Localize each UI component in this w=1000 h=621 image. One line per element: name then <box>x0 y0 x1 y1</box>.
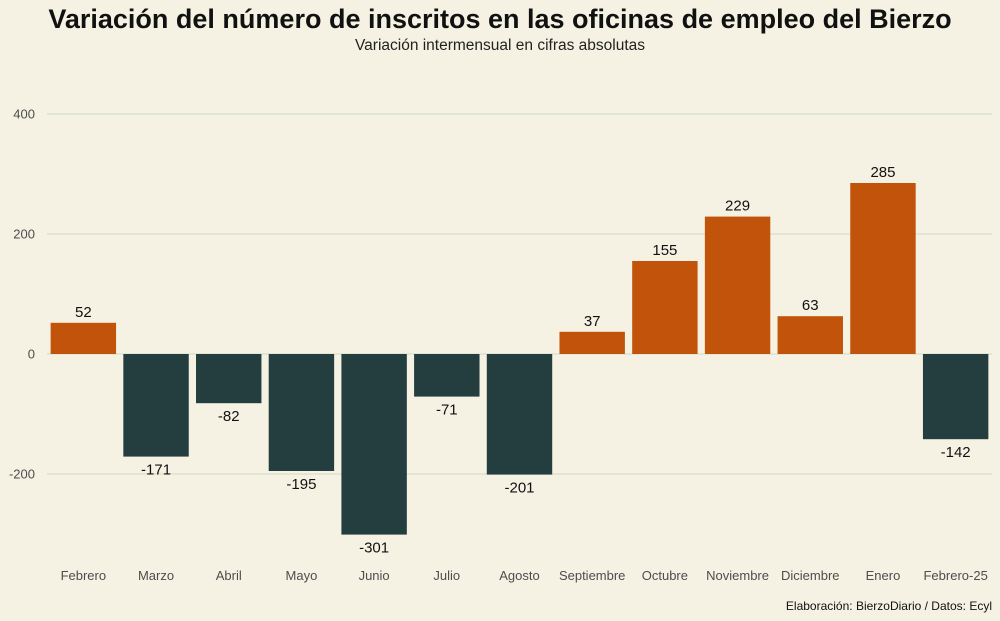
data-label: -82 <box>218 408 240 425</box>
x-tick-label: Diciembre <box>781 568 840 583</box>
data-label: -201 <box>504 480 534 497</box>
y-tick-label: 200 <box>13 227 35 242</box>
data-label: 52 <box>75 304 92 321</box>
x-tick-label: Febrero <box>61 568 107 583</box>
data-label: -71 <box>436 402 458 419</box>
bar <box>922 354 989 440</box>
data-label: 285 <box>870 164 895 181</box>
x-tick-label: Abril <box>216 568 242 583</box>
y-tick-label: 400 <box>13 107 35 122</box>
x-tick-label: Octubre <box>642 568 688 583</box>
data-label: 37 <box>584 313 601 330</box>
x-tick-label: Marzo <box>138 568 174 583</box>
bar <box>777 316 843 354</box>
bar <box>123 354 189 457</box>
data-label: -171 <box>141 462 171 479</box>
data-label: 63 <box>802 297 819 314</box>
data-label: -195 <box>286 476 316 493</box>
bar <box>196 354 262 404</box>
chart-title: Variación del número de inscritos en las… <box>48 4 952 34</box>
bar <box>632 261 698 354</box>
x-tick-label: Febrero-25 <box>923 568 987 583</box>
bar <box>268 354 335 471</box>
chart-caption: Elaboración: BierzoDiario / Datos: Ecyl <box>785 599 992 613</box>
chart-subtitle: Variación intermensual en cifras absolut… <box>354 37 646 54</box>
data-label: 155 <box>652 242 677 259</box>
y-tick-label: 0 <box>28 347 35 362</box>
x-tick-label: Septiembre <box>559 568 625 583</box>
bar <box>704 216 771 354</box>
data-label: -142 <box>941 444 971 461</box>
y-tick-label: -200 <box>9 467 35 482</box>
data-label: 229 <box>725 198 750 215</box>
x-tick-label: Enero <box>866 568 901 583</box>
x-tick-label: Junio <box>359 568 390 583</box>
bar <box>341 354 407 535</box>
bar <box>414 354 480 397</box>
bar <box>50 322 117 354</box>
x-tick-label: Agosto <box>499 568 539 583</box>
bar <box>486 354 553 475</box>
x-tick-label: Noviembre <box>706 568 769 583</box>
x-tick-label: Mayo <box>286 568 318 583</box>
bar <box>850 183 916 354</box>
data-label: -301 <box>359 540 389 557</box>
x-tick-label: Julio <box>433 568 460 583</box>
bar <box>559 331 625 354</box>
